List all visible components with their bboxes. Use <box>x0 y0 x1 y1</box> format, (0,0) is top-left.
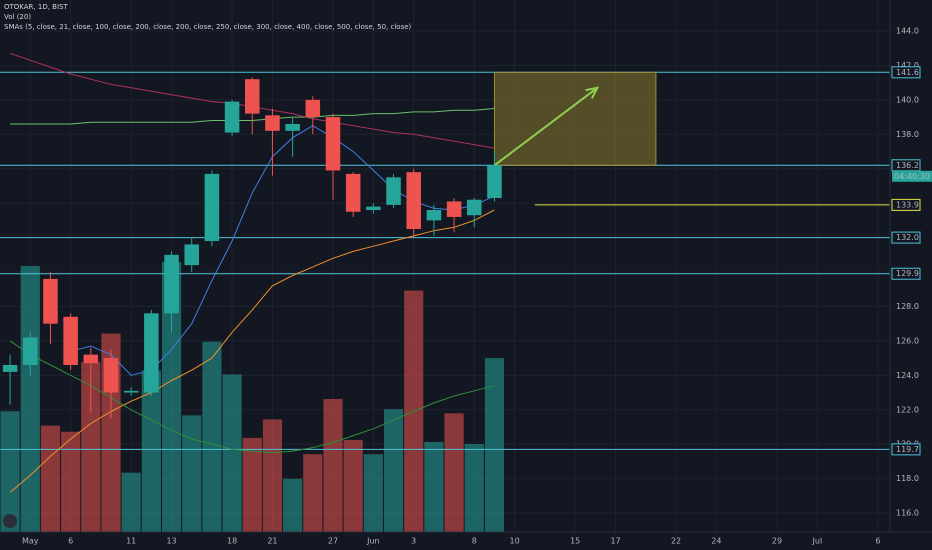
volume-bar <box>303 454 323 532</box>
y-tick-label: 142.0 <box>896 61 919 70</box>
x-tick-label: 6 <box>875 537 880 546</box>
level-label-bg <box>891 267 921 280</box>
level-label: 136.2 <box>896 161 919 170</box>
candle-body <box>224 101 240 133</box>
candle-body <box>386 177 401 205</box>
level-label: 133.9 <box>896 200 919 209</box>
volume-bar <box>222 374 242 532</box>
x-tick-label: 15 <box>570 537 580 546</box>
volume-bar <box>262 419 283 532</box>
arrow <box>493 86 600 167</box>
volume-bar <box>323 399 343 532</box>
y-tick-label: 144.0 <box>896 26 919 35</box>
x-tick-label: 3 <box>411 537 416 546</box>
logo[interactable] <box>3 514 17 528</box>
candle-body <box>285 123 300 131</box>
volume-bar <box>444 413 464 532</box>
candle-body <box>366 206 381 211</box>
volume-bar <box>161 261 182 532</box>
volume-bar <box>202 341 222 532</box>
candle-body <box>204 173 220 242</box>
level-label: 132.0 <box>896 233 919 242</box>
level-label: 119.7 <box>896 445 919 454</box>
volume-bar <box>464 444 484 532</box>
level-label-bg <box>891 198 921 211</box>
volume-bar <box>121 472 141 532</box>
x-tick-label: 13 <box>166 537 176 546</box>
level-label-bg <box>891 66 921 79</box>
x-tick-label: 11 <box>126 537 136 546</box>
candle-body <box>2 364 18 372</box>
countdown: 04:40:30 <box>894 172 930 181</box>
y-tick-label: 118.0 <box>896 474 919 483</box>
sma-label: SMAs (5, close, 21, close, 100, close, 2… <box>4 23 412 31</box>
x-tick-label: May <box>22 537 39 546</box>
volume-label: Vol (20) <box>4 13 31 21</box>
symbol-title: OTOKAR, 1D, BIST <box>4 3 68 11</box>
volume-bar <box>383 409 404 532</box>
x-tick-label: 27 <box>328 537 338 546</box>
volume-bar <box>81 362 101 532</box>
level-label: 141.6 <box>896 68 919 77</box>
candle-body <box>184 244 199 266</box>
candle-body <box>144 313 159 393</box>
candle-body <box>123 390 139 393</box>
level-label-bg <box>891 231 921 244</box>
candle-body <box>103 358 119 393</box>
y-tick-label: 122.0 <box>896 405 919 414</box>
volume-bar <box>363 454 383 532</box>
candle-body <box>426 210 442 221</box>
candle-body <box>83 354 99 364</box>
candle-body <box>325 117 341 171</box>
volume-bar <box>40 425 61 532</box>
volume-bar <box>182 415 202 532</box>
y-tick-label: 138.0 <box>896 130 919 139</box>
x-tick-label: Jul <box>812 537 823 546</box>
candle-body <box>406 172 421 229</box>
candle-body <box>63 316 78 365</box>
y-tick-label: 140.0 <box>896 95 919 104</box>
countdown-bg <box>892 170 932 182</box>
candle-body <box>305 99 321 118</box>
target-box <box>493 71 657 166</box>
level-label-bg <box>891 443 921 456</box>
candle-body <box>446 201 462 217</box>
candle-body <box>164 254 179 314</box>
volume-bar <box>343 439 363 532</box>
volume-bar <box>484 358 505 532</box>
y-tick-label: 126.0 <box>896 336 919 345</box>
x-tick-label: 24 <box>711 537 721 546</box>
x-tick-label: 22 <box>671 537 681 546</box>
candle-body <box>43 278 58 324</box>
volume-bar <box>424 441 444 532</box>
x-tick-label: 6 <box>68 537 73 546</box>
level-label: 129.9 <box>896 269 919 278</box>
sma-line <box>70 125 495 376</box>
x-tick-label: 18 <box>227 537 237 546</box>
volume-bar <box>242 437 262 532</box>
volume-bar <box>283 478 303 532</box>
candle-body <box>487 165 502 198</box>
volume-bar <box>20 266 40 532</box>
candle-body <box>245 79 260 114</box>
x-tick-label: 8 <box>472 537 477 546</box>
x-tick-label: Jun <box>366 537 380 546</box>
volume-bar <box>61 431 81 532</box>
candle-body <box>265 115 280 131</box>
y-tick-label: 124.0 <box>896 371 919 380</box>
x-tick-label: 10 <box>510 537 520 546</box>
volume-bar <box>141 370 161 532</box>
y-tick-label: 116.0 <box>896 509 919 518</box>
volume-bar <box>0 411 20 532</box>
candle-body <box>466 199 482 216</box>
x-tick-label: 17 <box>610 537 620 546</box>
x-tick-label: 29 <box>772 537 782 546</box>
x-tick-label: 21 <box>267 537 277 546</box>
y-tick-label: 128.0 <box>896 302 919 311</box>
candle-body <box>345 173 361 212</box>
candle-body <box>23 337 38 365</box>
